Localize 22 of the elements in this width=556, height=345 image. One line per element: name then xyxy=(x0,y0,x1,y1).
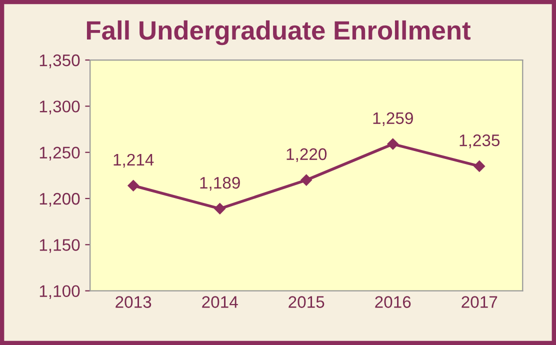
y-tick-label: 1,200 xyxy=(40,192,80,207)
x-tick-label: 2016 xyxy=(375,296,411,308)
x-tick-label: 2015 xyxy=(288,296,324,308)
y-tick-label: 1,300 xyxy=(40,100,80,114)
y-tick-label: 1,250 xyxy=(40,146,80,161)
point xyxy=(474,160,485,172)
point xyxy=(128,180,139,192)
data-label: 1,220 xyxy=(286,148,327,162)
data-label: 1,259 xyxy=(373,112,413,126)
data-label: 1,235 xyxy=(460,134,500,148)
chart-title: Fall Undergraduate Enrollment xyxy=(86,20,470,46)
x-tick-label: 2013 xyxy=(116,296,152,308)
y-tick-label: 1,100 xyxy=(40,285,80,300)
point xyxy=(300,174,312,186)
point xyxy=(214,203,226,214)
data-label: 1,189 xyxy=(200,176,240,191)
y-tick-label: 1,350 xyxy=(40,54,80,68)
point xyxy=(387,138,398,150)
data-label: 1,214 xyxy=(114,154,154,168)
x-tick-label: 2014 xyxy=(202,296,238,308)
y-tick-label: 1,150 xyxy=(40,239,80,253)
x-tick-label: 2017 xyxy=(462,296,498,308)
